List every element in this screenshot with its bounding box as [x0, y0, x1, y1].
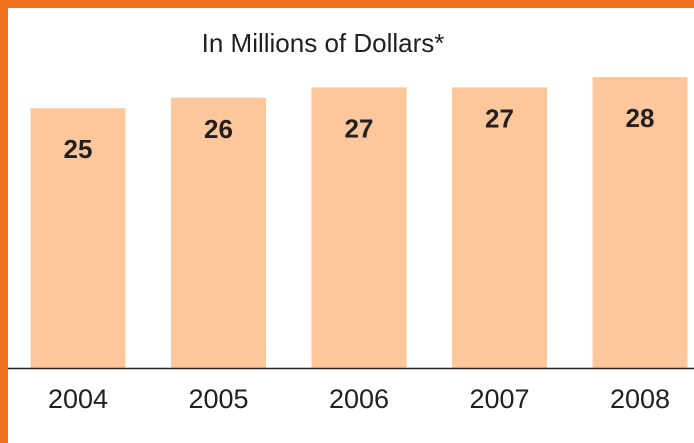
x-tick-label-2004: 2004	[48, 384, 108, 414]
bar-2008	[592, 77, 688, 368]
bar-chart: 25 2004 26 2005 27 2006 27 2007 28 2008	[8, 77, 694, 414]
bar-value-label-2006: 27	[345, 113, 374, 143]
bar-value-label-2007: 27	[485, 103, 514, 133]
bar-value-label-2005: 26	[204, 114, 233, 144]
x-tick-label-2008: 2008	[610, 384, 670, 414]
bar-2006	[311, 87, 407, 369]
bar-value-label-2004: 25	[64, 134, 93, 164]
bar-2005	[171, 97, 266, 369]
x-tick-label-2006: 2006	[329, 384, 389, 414]
bar-value-label-2008: 28	[626, 103, 655, 133]
chart-title: In Millions of Dollars*	[201, 28, 445, 58]
bar-2007	[452, 87, 547, 369]
x-tick-label-2005: 2005	[188, 384, 248, 414]
bar-2004	[30, 108, 126, 368]
x-tick-label-2007: 2007	[469, 384, 529, 414]
